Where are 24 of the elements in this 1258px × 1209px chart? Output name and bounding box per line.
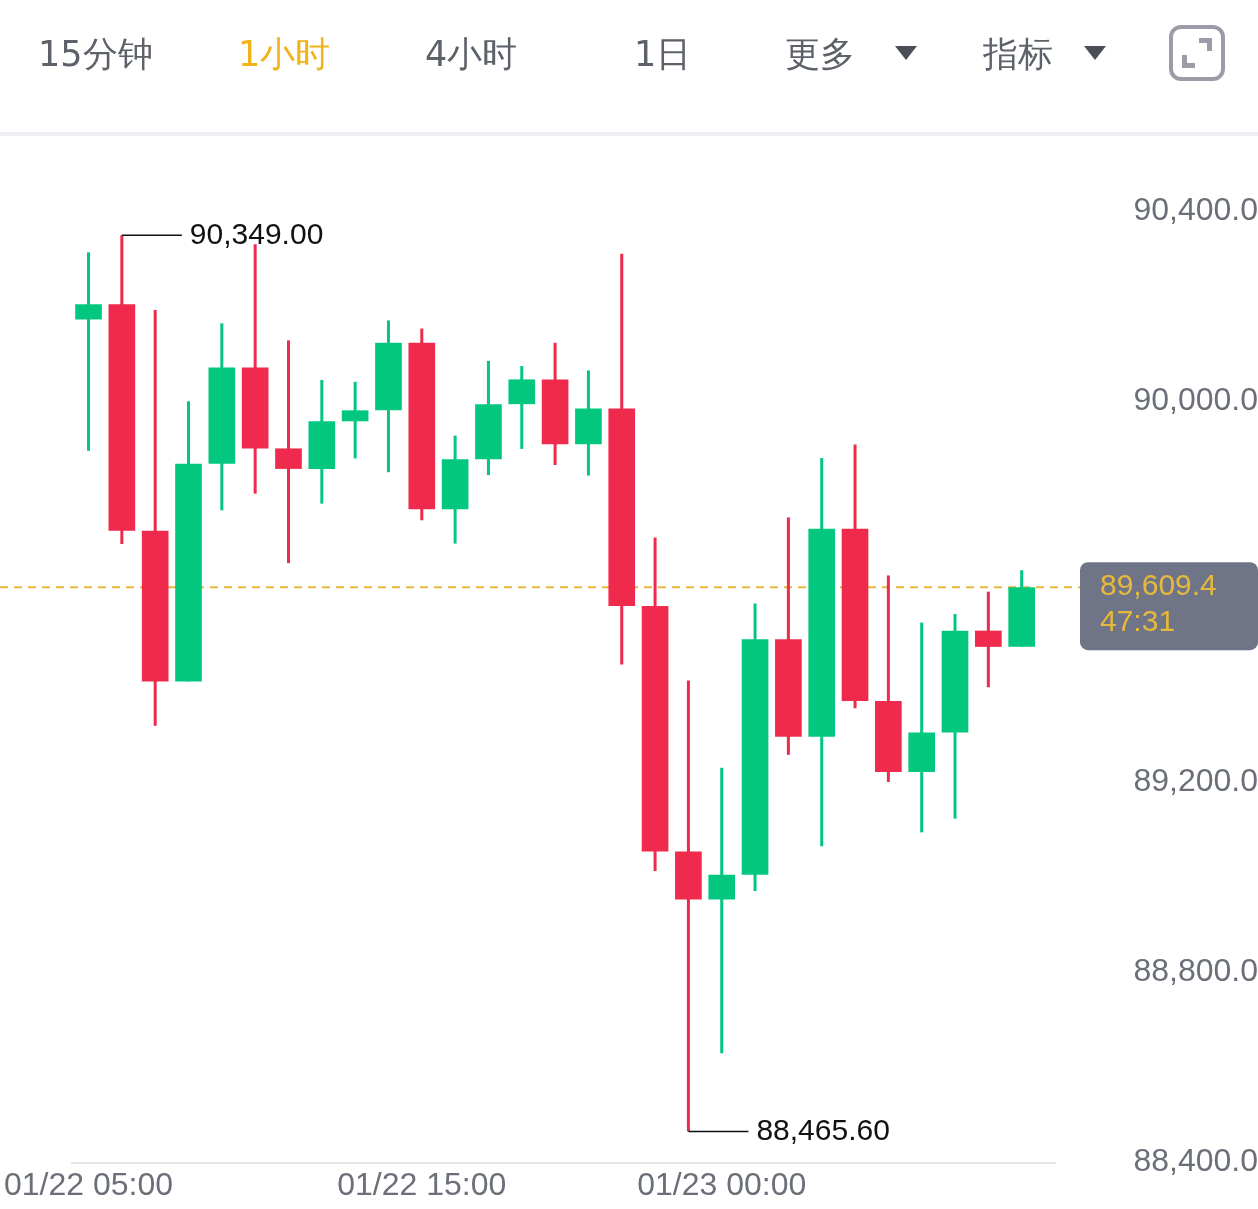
x-tick-label: 01/23 00:00 (637, 1165, 807, 1202)
candlestick (75, 252, 102, 451)
x-tick-label: 01/22 05:00 (4, 1165, 174, 1202)
candlestick (675, 680, 702, 1132)
y-tick-label: 90,400.0 (1133, 190, 1258, 227)
text: 1日 (634, 33, 692, 76)
text: 15分钟 (38, 33, 153, 76)
y-tick-label: 90,000.0 (1133, 381, 1258, 418)
annotation: 88,465.60 (756, 1112, 890, 1146)
candlestick (975, 591, 1002, 688)
text: 更多 (785, 33, 855, 76)
ref-line-label: 89,609.4 (1100, 568, 1217, 602)
candlestick (275, 340, 302, 565)
y-tick-label: 88,800.0 (1133, 952, 1258, 989)
text: 指标 (983, 33, 1053, 76)
text: 1小时 (238, 33, 331, 76)
y-tick-label: 89,200.0 (1133, 761, 1258, 798)
candlestick (341, 380, 369, 459)
annotation: 90,349.00 (189, 216, 324, 250)
text: 47:31 (1100, 604, 1176, 638)
text: 4小时 (425, 33, 518, 76)
y-tick-label: 88,400.0 (1133, 1142, 1258, 1179)
x-tick-label: 01/22 15:00 (337, 1165, 507, 1202)
candlestick (708, 767, 736, 1055)
